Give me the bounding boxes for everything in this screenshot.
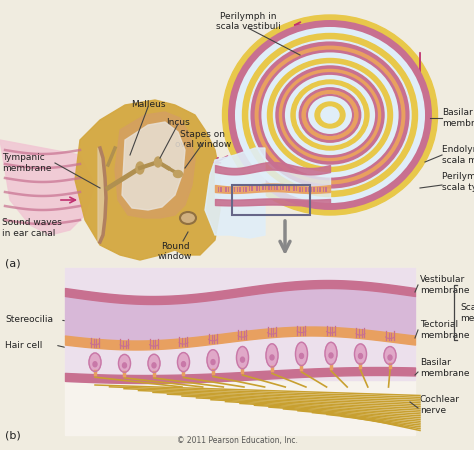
Ellipse shape <box>237 346 248 369</box>
Ellipse shape <box>260 51 400 179</box>
Ellipse shape <box>249 40 411 190</box>
Text: © 2011 Pearson Education, Inc.: © 2011 Pearson Education, Inc. <box>176 436 298 445</box>
Ellipse shape <box>93 362 97 367</box>
Ellipse shape <box>231 23 428 207</box>
Text: (b): (b) <box>5 430 21 440</box>
Ellipse shape <box>283 73 376 157</box>
Text: Perilymph in
scala vestibuli: Perilymph in scala vestibuli <box>216 12 281 32</box>
Ellipse shape <box>155 157 162 167</box>
Text: Sound waves
in ear canal: Sound waves in ear canal <box>2 218 62 238</box>
Polygon shape <box>122 122 185 210</box>
Text: Incus: Incus <box>166 118 190 127</box>
Text: Vestibular
membrane: Vestibular membrane <box>420 275 470 295</box>
Ellipse shape <box>240 357 245 362</box>
Text: (a): (a) <box>5 258 21 268</box>
Bar <box>65 268 415 435</box>
Ellipse shape <box>222 15 438 215</box>
Ellipse shape <box>321 107 339 123</box>
Ellipse shape <box>148 354 160 373</box>
Ellipse shape <box>329 353 333 358</box>
Ellipse shape <box>270 355 274 360</box>
Ellipse shape <box>173 171 182 177</box>
Text: Scala
media: Scala media <box>460 303 474 323</box>
Ellipse shape <box>358 354 363 359</box>
Polygon shape <box>75 100 220 260</box>
Text: Stereocilia: Stereocilia <box>5 315 53 324</box>
Text: Cochlear
nerve: Cochlear nerve <box>420 395 460 415</box>
Text: Hair cell: Hair cell <box>5 341 42 350</box>
Bar <box>232 185 310 215</box>
Ellipse shape <box>118 355 130 372</box>
Ellipse shape <box>384 346 396 364</box>
Text: Tectorial
membrane: Tectorial membrane <box>420 320 470 340</box>
Ellipse shape <box>180 212 196 224</box>
Ellipse shape <box>207 350 219 370</box>
Ellipse shape <box>307 95 353 135</box>
Ellipse shape <box>315 102 345 128</box>
Ellipse shape <box>89 353 101 372</box>
Ellipse shape <box>243 33 418 197</box>
Text: Round
window: Round window <box>158 242 192 261</box>
Text: Basilar
membrane: Basilar membrane <box>420 358 470 378</box>
Ellipse shape <box>182 362 185 367</box>
Ellipse shape <box>253 44 408 186</box>
Text: Tympanic
membrane: Tympanic membrane <box>2 153 52 173</box>
Polygon shape <box>98 148 106 242</box>
Ellipse shape <box>152 363 156 368</box>
Ellipse shape <box>355 344 366 364</box>
Ellipse shape <box>277 67 383 163</box>
Polygon shape <box>205 148 265 238</box>
Ellipse shape <box>297 85 364 145</box>
Ellipse shape <box>388 355 392 360</box>
Text: Stapes on
oval window: Stapes on oval window <box>175 130 231 149</box>
Text: Endolymph in
scala media: Endolymph in scala media <box>442 145 474 165</box>
Polygon shape <box>115 112 195 218</box>
Ellipse shape <box>295 342 308 365</box>
Ellipse shape <box>273 64 386 166</box>
Ellipse shape <box>300 353 303 359</box>
Ellipse shape <box>136 162 144 174</box>
Text: Perilymph in
scala tympani: Perilymph in scala tympani <box>442 172 474 192</box>
Polygon shape <box>0 140 95 235</box>
Ellipse shape <box>211 360 215 364</box>
Ellipse shape <box>291 80 369 150</box>
Ellipse shape <box>267 58 392 171</box>
Ellipse shape <box>122 363 127 368</box>
Ellipse shape <box>266 344 278 367</box>
Text: Malleus: Malleus <box>131 100 165 109</box>
Ellipse shape <box>300 89 360 141</box>
Ellipse shape <box>325 342 337 364</box>
Ellipse shape <box>177 352 190 372</box>
Text: Basilar
membrane: Basilar membrane <box>442 108 474 128</box>
